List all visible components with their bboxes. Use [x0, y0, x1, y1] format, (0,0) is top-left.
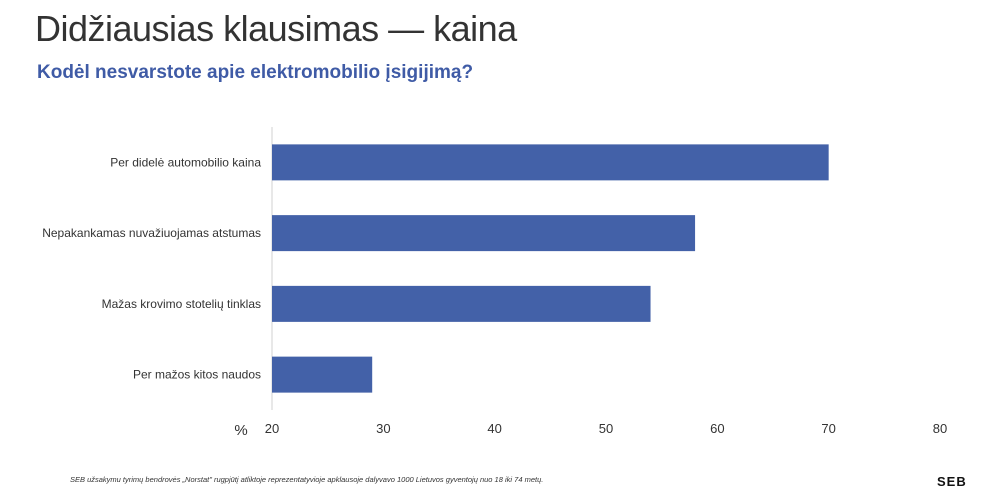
x-tick-label: 30 [376, 421, 390, 436]
bar [272, 144, 829, 181]
bar [272, 356, 373, 393]
bar [272, 215, 696, 252]
page-subtitle: Kodėl nesvarstote apie elektromobilio įs… [37, 62, 474, 83]
category-label: Per mažos kitos naudos [133, 368, 261, 382]
bar-chart: Per didelė automobilio kaina Nepakankamas… [42, 127, 947, 439]
x-tick-label: 50 [599, 421, 613, 436]
bar [272, 285, 651, 322]
x-tick-label: 20 [265, 421, 279, 436]
category-label: Nepakankamas nuvažiuojamas atstumas [42, 226, 261, 240]
x-tick-label: 60 [710, 421, 724, 436]
footnote: SEB užsakymu tyrimų bendrovės „Norstat" … [70, 475, 544, 484]
category-label: Per didelė automobilio kaina [110, 155, 261, 169]
page-title: Didžiausias klausimas — kaina [35, 8, 517, 49]
x-axis-unit-label: % [234, 422, 247, 439]
category-label: Mažas krovimo stotelių tinklas [102, 297, 261, 311]
seb-logo: SEB [937, 474, 967, 489]
x-tick-label: 70 [821, 421, 835, 436]
x-tick-label: 80 [933, 421, 947, 436]
x-tick-label: 40 [487, 421, 501, 436]
